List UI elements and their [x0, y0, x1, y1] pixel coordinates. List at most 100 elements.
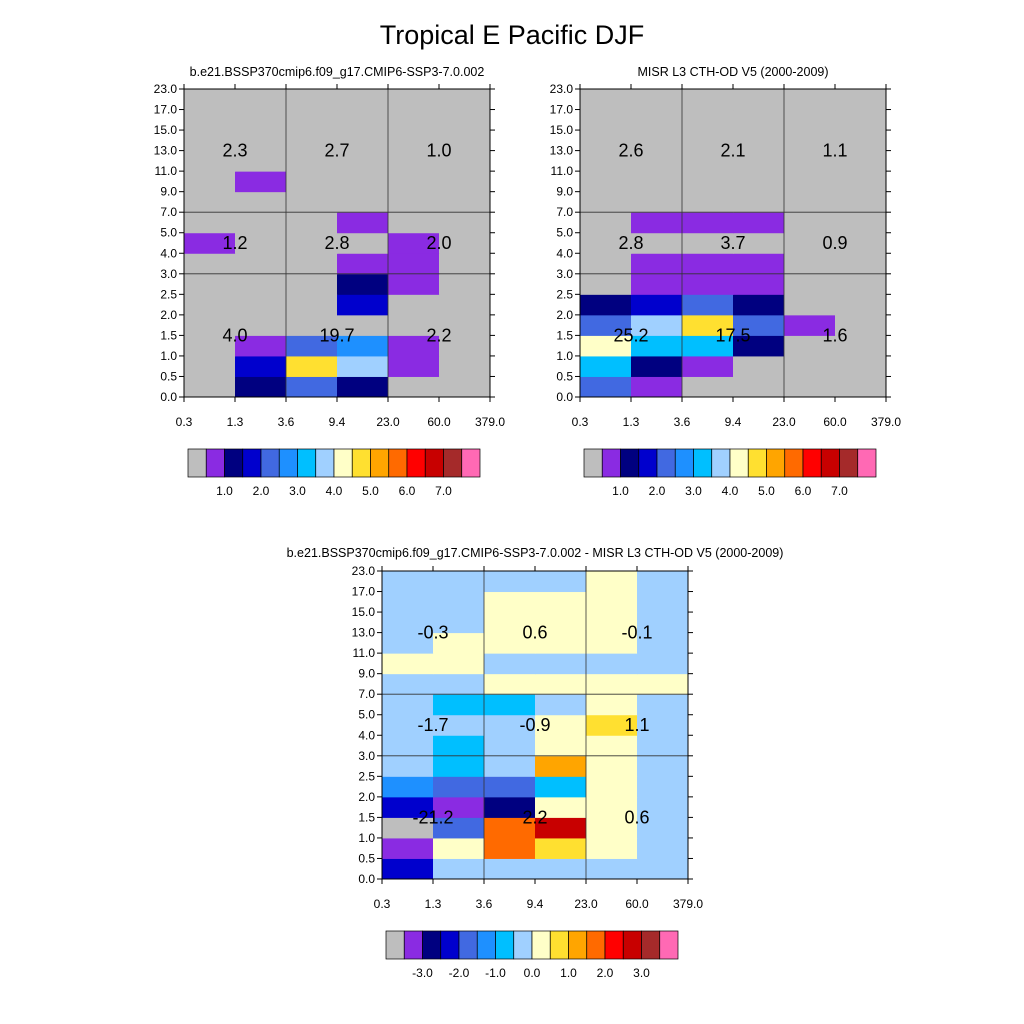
heatmap-cell — [835, 232, 887, 254]
box-value-label: -0.9 — [519, 715, 550, 735]
y-tick-label: 0.5 — [556, 369, 573, 383]
panel-2: MISR L3 CTH-OD V5 (2000-2009) 0.0 0.5 1.0 1.… — [550, 65, 902, 498]
heatmap-cell — [484, 776, 536, 798]
heatmap-cell — [235, 150, 287, 172]
heatmap-cell — [184, 232, 236, 254]
heatmap-cell — [286, 89, 338, 111]
heatmap-cell — [631, 355, 683, 377]
heatmap-cell — [337, 232, 389, 254]
heatmap-cell — [235, 253, 287, 275]
heatmap-cell — [535, 858, 587, 880]
heatmap-cell — [835, 314, 887, 336]
box-value-label: 0.6 — [522, 623, 547, 643]
y-tick-label: 0.0 — [160, 390, 177, 404]
heatmap-cell — [235, 232, 287, 254]
panel-title: MISR L3 CTH-OD V5 (2000-2009) — [637, 65, 828, 79]
heatmap-cell — [682, 171, 734, 193]
heatmap-cell — [433, 735, 485, 757]
heatmap-cell — [733, 191, 785, 213]
heatmap-cell — [784, 376, 836, 398]
colorbar-swatch — [659, 930, 679, 960]
box-value-label: 0.6 — [624, 807, 649, 827]
heatmap-cell — [184, 273, 236, 295]
colorbar-swatch — [802, 448, 822, 478]
colorbar-swatch — [333, 448, 353, 478]
y-tick-label: 0.0 — [358, 872, 375, 886]
box-value-label: 2.1 — [720, 141, 745, 161]
heatmap-cell — [433, 673, 485, 695]
heatmap-cell — [586, 755, 638, 777]
colorbar-swatch — [586, 930, 606, 960]
panel-1: b.e21.BSSP370cmip6.f09_g17.CMIP6-SSP3-7.… — [154, 65, 506, 498]
heatmap-cell — [382, 714, 434, 736]
colorbar-swatch — [568, 930, 588, 960]
heatmap-cell — [382, 858, 434, 880]
y-tick-label: 11.0 — [155, 164, 178, 178]
heatmap-cell — [784, 314, 836, 336]
colorbar-swatch — [747, 448, 767, 478]
heatmap-cell — [580, 232, 632, 254]
y-tick-label: 13.0 — [550, 144, 574, 158]
figure-title: Tropical E Pacific DJF — [380, 20, 645, 50]
colorbar-label: 0.0 — [524, 966, 541, 980]
heatmap-cell — [382, 735, 434, 757]
panel-3: b.e21.BSSP370cmip6.f09_g17.CMIP6-SSP3-7.… — [287, 546, 784, 980]
colorbar-swatch — [187, 448, 207, 478]
heatmap-cell — [439, 253, 491, 275]
heatmap-cell — [631, 335, 683, 357]
heatmap-cell — [286, 335, 338, 357]
heatmap-cell — [382, 755, 434, 777]
heatmap-cell — [580, 294, 632, 316]
heatmap-cell — [580, 314, 632, 336]
colorbar-label: 3.0 — [685, 484, 702, 498]
heatmap-cell — [184, 212, 236, 234]
heatmap-cell — [580, 212, 632, 234]
heatmap-cell — [286, 273, 338, 295]
heatmap-cell — [337, 150, 389, 172]
box-value-label: 1.0 — [426, 141, 451, 161]
heatmap-cell — [586, 837, 638, 859]
heatmap-cell — [733, 355, 785, 377]
colorbar-swatch — [278, 448, 298, 478]
heatmap-cell — [439, 273, 491, 295]
heatmap-cell — [631, 130, 683, 152]
colorbar-label: -2.0 — [449, 966, 470, 980]
box-value-label: 2.2 — [426, 325, 451, 345]
heatmap-cell — [235, 130, 287, 152]
heatmap-cell — [337, 109, 389, 131]
colorbar — [187, 448, 481, 478]
y-tick-label: 1.0 — [358, 831, 375, 845]
heatmap-cell — [535, 796, 587, 818]
colorbar-swatch — [549, 930, 569, 960]
x-tick-label: 60.0 — [823, 415, 847, 429]
y-tick-label: 9.0 — [556, 185, 573, 199]
x-tick-label: 0.3 — [176, 415, 193, 429]
box-value-label: 2.8 — [324, 233, 349, 253]
heatmap-cell — [484, 612, 536, 634]
y-tick-label: 13.0 — [352, 626, 376, 640]
y-tick-label: 3.0 — [160, 267, 177, 281]
heatmap-cell — [733, 89, 785, 111]
heatmap-cell — [388, 150, 440, 172]
heatmap-cell — [433, 776, 485, 798]
heatmap-cell — [235, 89, 287, 111]
heatmap-cell — [586, 796, 638, 818]
heatmap-cell — [286, 355, 338, 377]
heatmap-cell — [535, 776, 587, 798]
heatmap-cell — [433, 591, 485, 613]
heatmap-cell — [637, 694, 689, 716]
colorbar-swatch — [604, 930, 624, 960]
y-tick-label: 2.5 — [556, 287, 573, 301]
heatmap-cell — [733, 212, 785, 234]
heatmap-cell — [733, 335, 785, 357]
heatmap-cell — [784, 89, 836, 111]
y-tick-label: 5.0 — [160, 226, 177, 240]
heatmap-cell — [535, 673, 587, 695]
x-tick-label: 23.0 — [574, 897, 598, 911]
heatmap-cell — [286, 109, 338, 131]
colorbar-label: 7.0 — [831, 484, 848, 498]
heatmap-cell — [784, 191, 836, 213]
colorbar — [385, 930, 679, 960]
heatmap-cell — [784, 109, 836, 131]
heatmap-cell — [835, 335, 887, 357]
